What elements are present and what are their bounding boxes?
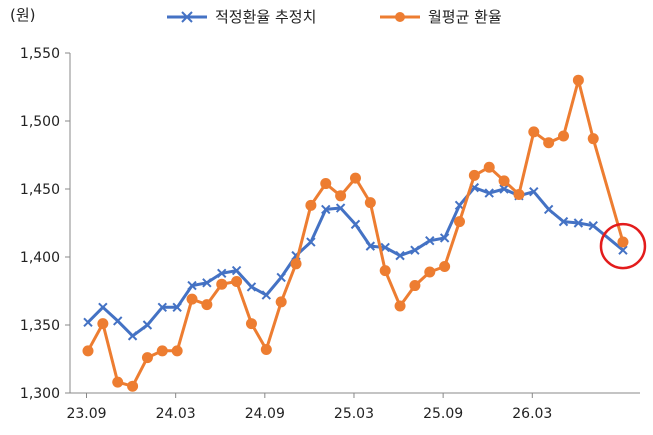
data-point-series-1 <box>231 265 242 276</box>
y-axis-unit-label: (원) <box>10 6 36 24</box>
data-point-series-2 <box>364 197 376 209</box>
data-point-series-1 <box>558 216 569 227</box>
data-point-series-1 <box>380 242 390 253</box>
data-point-series-2 <box>498 175 510 187</box>
data-point-series-2 <box>439 261 451 273</box>
data-point-series-1 <box>246 282 257 292</box>
legend-item-series-2: 월평균 환율 <box>378 6 502 27</box>
chart-legend: 적정환율 추정치 월평균 환율 <box>0 6 653 30</box>
legend-swatch-series-1 <box>167 10 207 23</box>
data-point-series-1 <box>529 187 539 197</box>
series-line-1 <box>86 186 624 338</box>
y-tick-label: 1,450 <box>20 182 60 198</box>
data-point-series-1 <box>395 250 405 261</box>
data-point-series-2 <box>216 278 228 290</box>
x-tick-label: 26.03 <box>512 406 552 422</box>
data-point-series-2 <box>141 352 153 364</box>
data-point-series-1 <box>202 278 212 288</box>
data-point-series-1 <box>98 302 108 313</box>
legend-swatch-series-2 <box>380 11 420 22</box>
data-point-series-2 <box>320 178 332 190</box>
data-point-series-2 <box>513 188 525 200</box>
data-point-series-2 <box>275 296 287 308</box>
y-tick-label: 1,400 <box>20 250 60 266</box>
data-point-series-1 <box>83 317 93 327</box>
data-point-series-1 <box>425 235 435 246</box>
x-tick-label: 24.03 <box>156 406 196 422</box>
data-point-series-1 <box>573 218 584 228</box>
highlight-circle <box>599 222 647 270</box>
data-point-series-2 <box>290 258 302 270</box>
x-tick-label: 25.03 <box>334 406 374 422</box>
data-point-series-2 <box>468 169 480 181</box>
data-point-series-2 <box>97 318 109 330</box>
y-tick-label: 1,500 <box>20 114 60 130</box>
data-point-series-2 <box>186 293 198 305</box>
data-point-series-1 <box>439 233 450 243</box>
data-point-series-2 <box>528 126 540 138</box>
data-point-series-2 <box>171 345 183 357</box>
data-point-series-1 <box>588 221 598 231</box>
data-point-series-1 <box>217 268 227 279</box>
legend-label-series-1: 적정환율 추정치 <box>215 8 317 26</box>
data-point-series-1 <box>335 203 346 213</box>
data-point-series-2 <box>335 190 347 202</box>
data-point-series-1 <box>142 320 153 330</box>
data-point-series-2 <box>543 137 555 149</box>
data-point-series-2 <box>424 266 436 278</box>
data-point-series-2 <box>409 280 421 292</box>
y-tick-label: 1,350 <box>20 318 60 334</box>
data-point-series-2 <box>127 380 139 392</box>
data-point-series-2 <box>483 161 495 173</box>
data-point-series-1 <box>618 245 628 255</box>
data-point-series-1 <box>321 204 331 215</box>
data-point-series-2 <box>349 172 361 184</box>
data-point-series-1 <box>499 184 509 194</box>
data-point-series-1 <box>187 280 197 291</box>
data-point-series-1 <box>543 204 554 215</box>
legend-label-series-2: 월평균 환율 <box>428 8 502 26</box>
data-point-series-2 <box>112 376 124 388</box>
y-tick-label: 1,300 <box>20 386 60 402</box>
legend-item-series-1: 적정환율 추정치 <box>165 6 316 27</box>
data-point-series-1 <box>261 290 272 300</box>
data-point-series-1 <box>157 302 168 313</box>
data-point-series-1 <box>306 237 316 247</box>
data-point-series-1 <box>410 245 420 255</box>
data-point-series-2 <box>231 275 243 287</box>
data-point-series-1 <box>172 302 182 313</box>
data-point-series-2 <box>156 345 168 357</box>
x-tick-label: 24.09 <box>245 406 285 422</box>
data-point-series-1 <box>113 316 123 326</box>
data-point-series-1 <box>276 272 286 283</box>
y-tick-label: 1,550 <box>20 46 60 62</box>
data-point-series-2 <box>617 236 629 248</box>
data-point-series-2 <box>454 216 465 228</box>
data-point-series-1 <box>127 331 138 341</box>
data-point-series-1 <box>454 200 465 211</box>
x-tick-label: 23.09 <box>66 406 106 422</box>
data-point-series-2 <box>260 343 272 355</box>
data-point-series-2 <box>572 74 584 86</box>
data-point-series-1 <box>365 241 376 251</box>
data-point-series-2 <box>245 318 257 330</box>
x-tick-label: 25.09 <box>423 406 463 422</box>
data-point-series-2 <box>379 265 391 277</box>
data-point-series-2 <box>394 300 406 312</box>
data-point-series-2 <box>201 299 213 311</box>
data-point-series-2 <box>82 345 94 357</box>
data-point-series-2 <box>558 130 570 142</box>
data-point-series-2 <box>305 199 317 211</box>
data-point-series-2 <box>587 133 599 145</box>
data-point-series-1 <box>350 219 361 230</box>
data-point-series-1 <box>484 188 494 198</box>
series-line-2 <box>86 78 625 388</box>
